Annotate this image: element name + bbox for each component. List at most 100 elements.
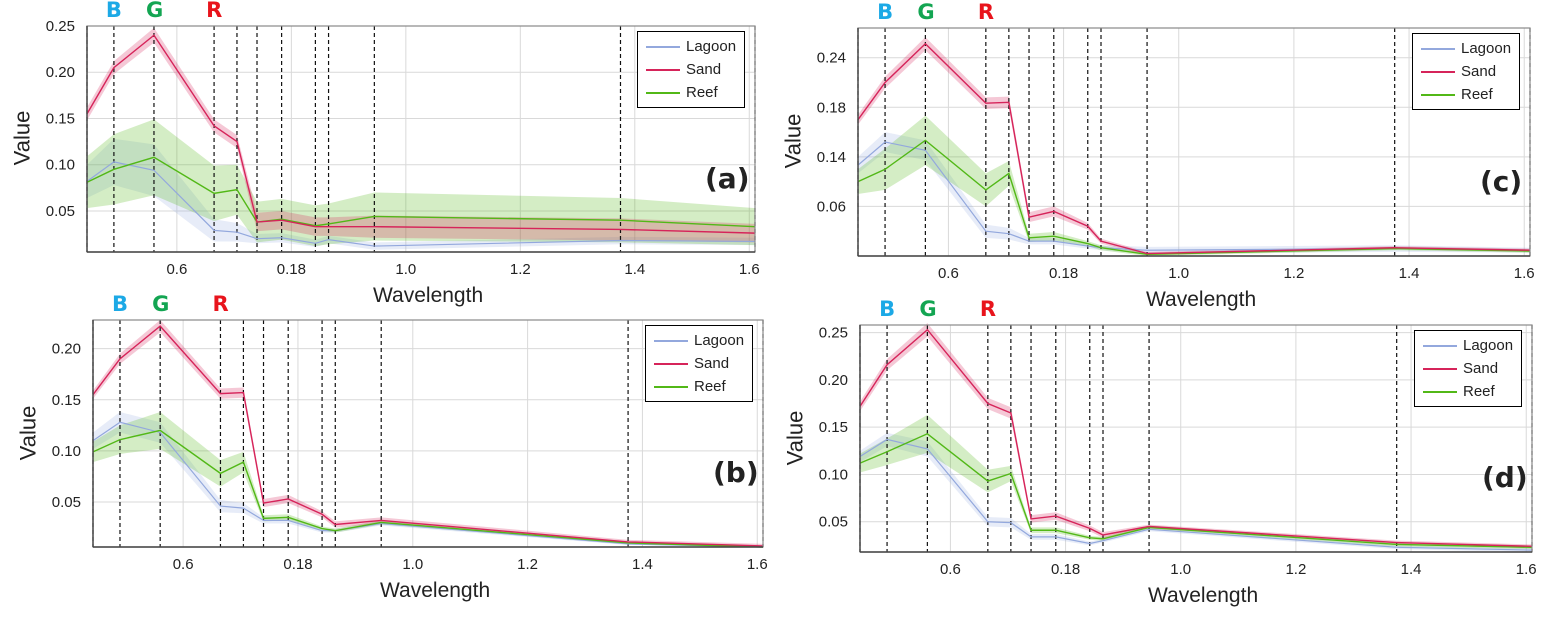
legend-label: Sand [694,355,730,372]
legend-item-lagoon: Lagoon [1421,37,1511,60]
x-axis-label: Wavelength [1148,584,1259,607]
panel-c: 0.6 0.18 1.0 1.2 1.4 1.6 0.06 0.14 0.18 0.24 Wavel… [780,0,1535,311]
x-tick-label: 0.18 [1049,265,1078,282]
legend-swatch-lagoon [1421,47,1455,50]
panel-tag: (d) [1482,461,1528,495]
legend-label: Reef [1461,86,1493,103]
legend-item-lagoon: Lagoon [1423,334,1513,357]
x-tick-label: 1.6 [1516,561,1537,578]
legend-swatch-sand [646,68,680,71]
legend-item-sand: Sand [1423,357,1513,380]
x-tick-label: 0.18 [1051,561,1080,578]
legend: Lagoon Sand Reef [637,31,746,108]
sand-line [92,325,764,547]
chart-svg: 0.6 0.18 1.0 1.2 1.4 1.6 0.06 0.14 0.18 0.24 [817,27,1535,282]
x-tick-label: 1.6 [747,556,768,573]
legend-item-reef: Reef [654,375,744,398]
legend-item-lagoon: Lagoon [646,35,736,58]
band-label-r: R [977,0,994,24]
legend-label: Sand [686,61,722,78]
panel-a: 0.6 0.18 1.0 1.2 1.4 1.6 0.05 0.10 0.15 0.20 0.25 W… [0,0,776,310]
x-tick-label: 1.4 [632,556,653,573]
y-tick-label: 0.20 [819,372,848,389]
lagoon-line [92,421,764,548]
lagoon-line [859,438,1533,551]
reef-line [859,432,1533,548]
y-tick-label: 0.18 [817,99,846,116]
legend-label: Reef [694,378,726,395]
lagoon-spread-band [858,132,1530,254]
x-tick-label: 1.0 [402,556,423,573]
panel-b: 0.6 0.18 1.0 1.2 1.4 1.6 0.05 0.10 0.15 0.20 Wavel… [0,0,776,617]
legend-item-sand: Sand [1421,60,1511,83]
legend: Lagoon Sand Reef [645,325,754,402]
x-tick-label: 0.6 [938,265,959,282]
reef-line [857,139,1531,256]
lagoon-spread-band [87,138,755,250]
lagoon-line [86,161,756,247]
legend-swatch-reef [654,385,688,388]
x-tick-label: 1.2 [510,261,531,278]
sand-line [859,328,1533,548]
legend-item-sand: Sand [646,58,736,81]
y-tick-label: 0.15 [52,392,81,409]
legend-label: Lagoon [686,38,737,55]
y-tick-label: 0.05 [46,203,75,220]
y-tick-label: 0.15 [46,110,75,127]
band-label-r: R [979,297,996,321]
reef-spread-band [87,119,755,247]
legend-swatch-lagoon [1423,344,1457,347]
band-label-b: B [105,0,122,22]
y-tick-label: 0.06 [817,198,846,215]
grid [93,320,763,547]
panel-tag: (a) [705,161,750,195]
x-tick-label: 1.4 [1399,265,1420,282]
chart-svg: 0.6 0.18 1.0 1.2 1.4 1.6 0.05 0.10 0.15 0.20 [52,319,768,573]
x-tick-label: 0.18 [277,261,306,278]
legend-swatch-sand [1421,70,1455,73]
band-label-r: R [212,292,229,316]
x-tick-label: 0.18 [283,556,312,573]
legend-item-reef: Reef [1421,83,1511,106]
legend-swatch-reef [646,91,680,94]
x-axis-label: Wavelength [1146,288,1257,311]
band-label-g: G [919,297,937,321]
band-label-g: G [145,0,164,22]
x-tick-label: 1.0 [1168,265,1189,282]
legend-label: Sand [1463,360,1499,377]
legend-label: Sand [1461,63,1497,80]
lagoon-line [857,141,1531,251]
legend-swatch-lagoon [654,339,688,342]
y-tick-label: 0.10 [52,443,81,460]
legend-swatch-reef [1421,93,1455,96]
y-tick-label: 0.14 [817,149,846,166]
y-tick-label: 0.15 [819,419,848,436]
chart-svg: 0.6 0.18 1.0 1.2 1.4 1.6 0.05 0.10 0.15 0.20 0.25 [46,18,760,278]
panel-tag: (c) [1480,164,1523,198]
legend-item-lagoon: Lagoon [654,329,744,352]
sand-line [86,34,756,234]
reef-spread-band [860,414,1532,550]
x-axis-label: Wavelength [373,284,484,307]
x-tick-label: 0.6 [166,261,187,278]
y-tick-label: 0.10 [819,466,848,483]
band-label-r: R [206,0,223,22]
legend-label: Reef [1463,383,1495,400]
reef-line [92,429,764,548]
y-tick-label: 0.24 [817,50,846,67]
y-tick-label: 0.20 [52,341,81,358]
x-tick-label: 0.6 [173,556,194,573]
x-tick-label: 1.0 [1170,561,1191,578]
reef-spread-band [93,412,763,547]
x-tick-label: 1.2 [517,556,538,573]
y-tick-label: 0.05 [52,494,81,511]
x-tick-label: 1.2 [1283,265,1304,282]
x-tick-label: 0.6 [940,561,961,578]
x-axis-label: Wavelength [380,579,491,602]
band-label-g: G [917,0,935,24]
sand-line [857,42,1531,255]
x-tick-label: 1.6 [1514,265,1535,282]
sand-spread-band [87,27,755,243]
